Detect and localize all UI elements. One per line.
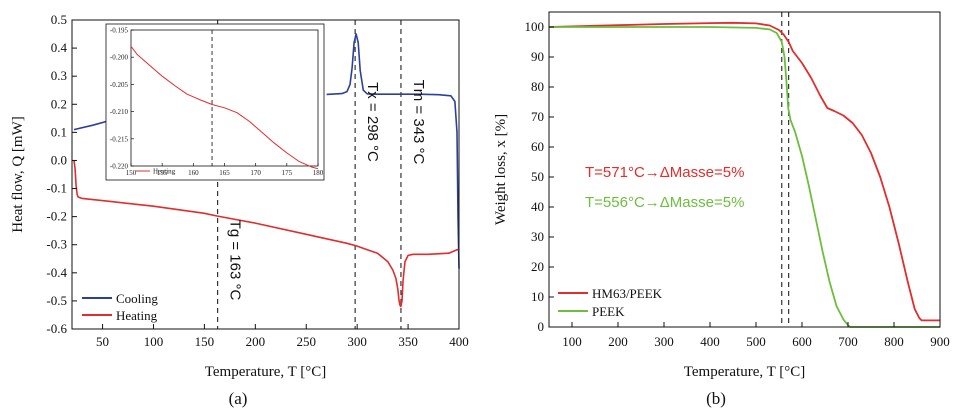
legend-label-peek: PEEK (592, 304, 625, 319)
annotation-tm: Tm = 343 °C (410, 80, 427, 165)
panel-b-label: (b) (706, 389, 726, 408)
panel-b-y-axis-label: Weight loss, x [%] (493, 114, 509, 225)
y-tick-label: -0.4 (46, 265, 67, 280)
inset-x-tick-label: 180 (313, 169, 324, 177)
annotation-tg: Tg = 163 °C (227, 220, 244, 301)
panel-a-ticks: 50 100 150 200 250 300 350 400 -0.6 -0.5 -0.4 -0.3 -… (46, 12, 468, 349)
y-tick-label: -0.1 (46, 181, 67, 196)
y-tick-label: 0 (538, 319, 545, 334)
x-tick-label: 250 (296, 334, 316, 349)
x-tick-label: 100 (144, 334, 164, 349)
panel-b-legend: HM63/PEEK PEEK (558, 286, 663, 319)
y-tick-label: -0.6 (46, 321, 67, 336)
x-tick-label: 50 (96, 334, 109, 349)
inset-series-line-heating (130, 45, 319, 170)
y-tick-label: -0.5 (46, 293, 67, 308)
panel-a-label: (a) (229, 389, 248, 408)
inset-y-tick-label: -0.220 (110, 163, 129, 171)
legend-label-cooling: Cooling (116, 291, 158, 306)
y-tick-label: -0.2 (46, 209, 67, 224)
panel-a-inset: 150 155 160 165 170 175 180 -0.220 -0.215 -0.210 -… (105, 23, 325, 181)
y-tick-label: 90 (531, 49, 544, 64)
inset-y-tick-label: -0.200 (110, 54, 129, 62)
panel-a-plot-frame (71, 19, 460, 330)
panel-a-x-axis-label: Temperature, T [°C] (205, 364, 326, 380)
inset-x-tick-label: 160 (188, 169, 199, 177)
inset-y-tick-label: -0.195 (110, 27, 129, 35)
panel-a-y-axis-label: Heat flow, Q [mW] (10, 116, 26, 232)
inset-y-tick-label: -0.205 (110, 81, 129, 89)
y-tick-label: 20 (531, 259, 544, 274)
legend-label-hm63-peek: HM63/PEEK (592, 286, 663, 301)
inset-x-tick-label: 175 (282, 169, 293, 177)
x-tick-label: 900 (930, 334, 950, 349)
y-tick-label: 0.0 (51, 152, 67, 167)
y-tick-label: 40 (531, 199, 544, 214)
y-tick-label: 0.5 (51, 12, 67, 27)
y-tick-label: 30 (531, 229, 544, 244)
annotation-hm63-mass-loss: T=571°C→ΔMasse=5% (585, 164, 744, 181)
panel-b-plot-frame (548, 11, 941, 328)
annotation-tx: Tx = 298 °C (364, 82, 381, 162)
inset-x-tick-label: 155 (157, 169, 168, 177)
inset-x-tick-label: 170 (250, 169, 261, 177)
inset-ticks: 150 155 160 165 170 175 180 -0.220 -0.215 -0.210 -… (110, 27, 324, 178)
y-tick-label: -0.3 (46, 237, 67, 252)
y-tick-label: 70 (531, 109, 544, 124)
y-tick-label: 0.3 (51, 68, 67, 83)
x-tick-label: 500 (746, 334, 766, 349)
panel-b: 100 200 300 400 500 600 700 800 900 0 10 20 30 40 50 60… (493, 11, 950, 408)
series-line-peek (549, 26, 940, 328)
x-tick-label: 150 (195, 334, 215, 349)
x-tick-label: 300 (347, 334, 367, 349)
panel-b-marks (548, 12, 940, 328)
series-line-heating (73, 160, 460, 308)
x-tick-label: 300 (654, 334, 674, 349)
series-line-cooling (326, 33, 460, 269)
inset-x-tick-label: 165 (219, 169, 230, 177)
y-tick-label: 0.4 (51, 40, 68, 55)
y-tick-label: 0.2 (51, 96, 67, 111)
x-tick-label: 200 (246, 334, 266, 349)
x-tick-label: 400 (700, 334, 720, 349)
x-tick-label: 800 (884, 334, 904, 349)
x-tick-label: 200 (608, 334, 628, 349)
inset-legend-label: Heating (153, 168, 176, 176)
inset-x-tick-label: 150 (126, 169, 137, 177)
inset-y-tick-label: -0.215 (110, 135, 129, 143)
x-tick-label: 100 (562, 334, 582, 349)
x-tick-label: 700 (838, 334, 858, 349)
y-tick-label: 80 (531, 79, 544, 94)
panel-b-x-axis-label: Temperature, T [°C] (684, 364, 805, 380)
y-tick-label: 50 (531, 169, 544, 184)
panel-b-ticks: 100 200 300 400 500 600 700 800 900 0 10 20 30 40 50 60… (525, 19, 950, 349)
x-tick-label: 350 (398, 334, 418, 349)
inset-marks (130, 30, 319, 170)
y-tick-label: 10 (531, 289, 544, 304)
x-tick-label: 600 (792, 334, 812, 349)
series-line-hm63-peek (548, 21, 940, 322)
panel-a-legend: Cooling Heating (82, 291, 158, 323)
annotation-peek-mass-loss: T=556°C→ΔMasse=5% (585, 194, 744, 211)
y-tick-label: 60 (531, 139, 544, 154)
y-tick-label: 100 (525, 19, 545, 34)
panel-a: 50 100 150 200 250 300 350 400 -0.6 -0.5 -0.4 -0.3 -… (10, 12, 469, 408)
x-tick-label: 400 (449, 334, 469, 349)
legend-label-heating: Heating (116, 308, 158, 323)
inset-y-tick-label: -0.210 (110, 108, 129, 116)
y-tick-label: 0.1 (51, 124, 67, 139)
